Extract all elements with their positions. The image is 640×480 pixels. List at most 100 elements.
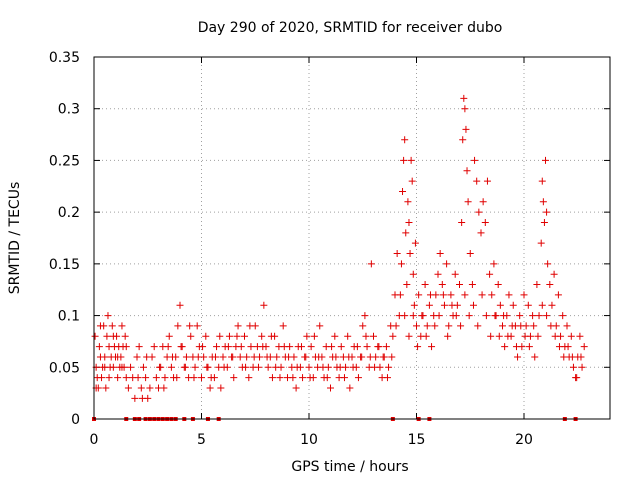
data-point [193, 322, 201, 330]
data-point [206, 384, 214, 392]
data-point [259, 343, 267, 351]
data-point [435, 312, 443, 320]
data-point [534, 332, 542, 340]
data-point [448, 301, 456, 309]
data-point [524, 301, 532, 309]
data-point [466, 250, 474, 258]
data-point [375, 343, 383, 351]
data-point [399, 187, 407, 195]
data-point [219, 353, 227, 361]
data-point [573, 374, 581, 382]
data-point [512, 343, 520, 351]
data-point [568, 353, 576, 361]
x-tick-label: 5 [197, 432, 206, 448]
data-point [525, 343, 533, 351]
data-point [349, 363, 357, 371]
data-point [422, 332, 430, 340]
data-point [550, 270, 558, 278]
x-tick-label: 15 [408, 432, 426, 448]
data-point [220, 363, 228, 371]
data-point [567, 332, 575, 340]
data-point [109, 363, 117, 371]
y-axis-label: SRMTID / TECUs [7, 182, 23, 295]
data-point [310, 332, 318, 340]
data-point [124, 384, 132, 392]
data-point [460, 94, 468, 102]
data-point [160, 384, 168, 392]
data-point [491, 312, 499, 320]
data-point [407, 156, 415, 164]
data-point [225, 332, 233, 340]
data-point [131, 394, 139, 402]
data-point [544, 260, 552, 268]
data-point [121, 332, 129, 340]
data-point [114, 374, 122, 382]
data-point [250, 353, 258, 361]
data-point [471, 156, 479, 164]
data-point [537, 239, 545, 247]
data-point [173, 374, 181, 382]
data-point [457, 322, 465, 330]
data-point [268, 374, 276, 382]
data-point [494, 281, 502, 289]
data-point [463, 167, 471, 175]
data-point [344, 332, 352, 340]
data-point [504, 332, 512, 340]
data-point [530, 322, 538, 330]
data-point [114, 353, 122, 361]
data-point [181, 363, 189, 371]
data-point [461, 291, 469, 299]
data-point [385, 363, 393, 371]
y-tick-label: 0.25 [49, 153, 80, 169]
data-point [280, 343, 288, 351]
data-point [481, 218, 489, 226]
data-point [559, 312, 567, 320]
data-point [400, 156, 408, 164]
data-point [500, 312, 508, 320]
data-point [361, 312, 369, 320]
data-point [142, 374, 150, 382]
data-point [488, 291, 496, 299]
data-point [410, 301, 418, 309]
data-point [542, 156, 549, 164]
data-point [533, 281, 541, 289]
data-point [370, 332, 377, 340]
data-point [108, 322, 116, 330]
data-point [473, 177, 481, 185]
data-point [105, 374, 113, 382]
data-point [371, 363, 379, 371]
data-point [548, 301, 556, 309]
data-point [366, 353, 374, 361]
data-point [307, 343, 315, 351]
data-point [461, 105, 469, 113]
data-point [516, 312, 524, 320]
data-point [122, 374, 130, 382]
data-point [362, 332, 370, 340]
data-point [434, 270, 442, 278]
data-point [299, 374, 307, 382]
data-point [431, 322, 439, 330]
x-tick-label: 0 [90, 432, 99, 448]
y-tick-label: 0.2 [58, 205, 80, 221]
x-axis-label: GPS time / hours [291, 459, 408, 475]
data-point [336, 363, 344, 371]
data-point [152, 374, 160, 382]
data-point [101, 363, 109, 371]
data-point [535, 312, 543, 320]
data-point [264, 363, 272, 371]
data-point [345, 353, 353, 361]
y-tick-label: 0.05 [49, 360, 80, 376]
data-marks [91, 94, 588, 421]
data-point [397, 260, 405, 268]
data-point [263, 353, 271, 361]
data-point [305, 363, 313, 371]
data-point [468, 281, 476, 289]
data-point [396, 291, 404, 299]
x-tick-label: 10 [300, 432, 318, 448]
data-point [323, 374, 331, 382]
data-point [245, 374, 253, 382]
data-point [127, 363, 135, 371]
y-tick-label: 0.35 [49, 50, 80, 66]
data-point [367, 260, 375, 268]
